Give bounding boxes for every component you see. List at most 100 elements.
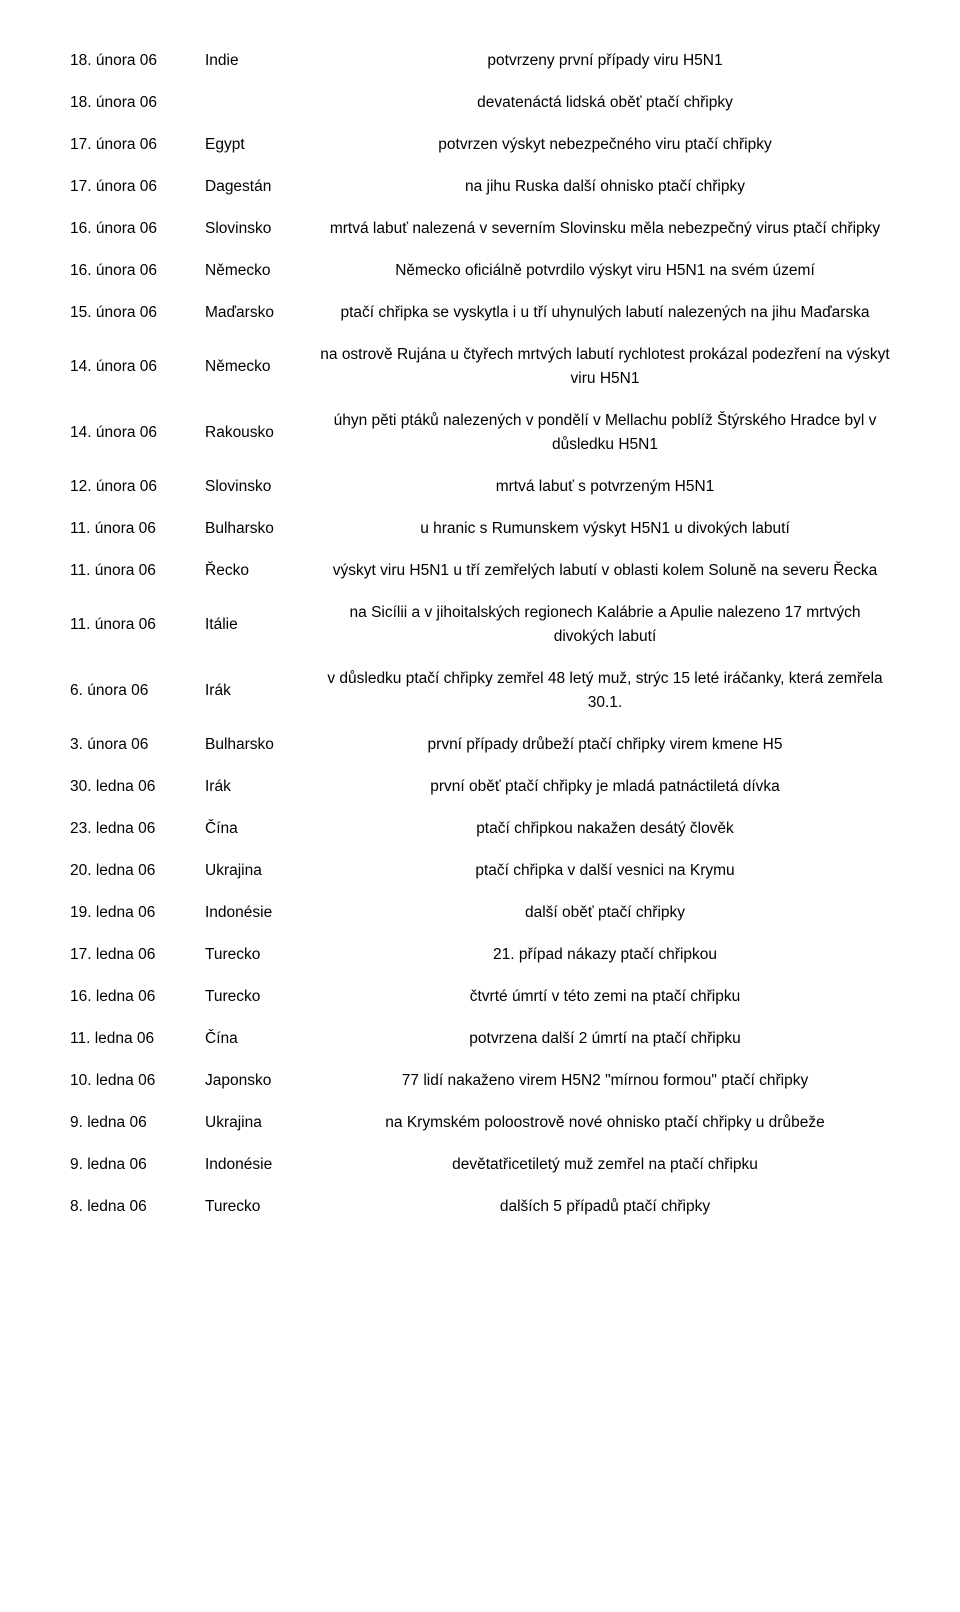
description-cell: na ostrově Rujána u čtyřech mrtvých labu… (320, 334, 890, 400)
country-cell: Slovinsko (205, 208, 320, 250)
description-cell: dalších 5 případů ptačí chřipky (320, 1186, 890, 1228)
table-row: 14. února 06Rakouskoúhyn pěti ptáků nale… (70, 400, 890, 466)
date-cell: 10. ledna 06 (70, 1060, 205, 1102)
country-cell: Řecko (205, 550, 320, 592)
description-cell: ptačí chřipka v další vesnici na Krymu (320, 850, 890, 892)
country-cell: Indonésie (205, 1144, 320, 1186)
table-row: 12. února 06Slovinskomrtvá labuť s potvr… (70, 466, 890, 508)
date-cell: 11. února 06 (70, 508, 205, 550)
country-cell: Německo (205, 334, 320, 400)
description-cell: mrtvá labuť nalezená v severním Slovinsk… (320, 208, 890, 250)
date-cell: 18. února 06 (70, 40, 205, 82)
country-cell: Rakousko (205, 400, 320, 466)
date-cell: 30. ledna 06 (70, 766, 205, 808)
table-row: 9. ledna 06Ukrajinana Krymském poloostro… (70, 1102, 890, 1144)
date-cell: 9. ledna 06 (70, 1144, 205, 1186)
date-cell: 16. ledna 06 (70, 976, 205, 1018)
table-row: 6. února 06Irákv důsledku ptačí chřipky … (70, 658, 890, 724)
date-cell: 11. února 06 (70, 550, 205, 592)
table-row: 16. února 06Slovinskomrtvá labuť nalezen… (70, 208, 890, 250)
country-cell: Turecko (205, 976, 320, 1018)
date-cell: 6. února 06 (70, 658, 205, 724)
table-row: 30. ledna 06Irákprvní oběť ptačí chřipky… (70, 766, 890, 808)
country-cell: Turecko (205, 934, 320, 976)
date-cell: 11. února 06 (70, 592, 205, 658)
country-cell: Japonsko (205, 1060, 320, 1102)
description-cell: Německo oficiálně potvrdilo výskyt viru … (320, 250, 890, 292)
date-cell: 15. února 06 (70, 292, 205, 334)
table-row: 11. února 06Bulharskou hranic s Rumunske… (70, 508, 890, 550)
date-cell: 18. února 06 (70, 82, 205, 124)
description-cell: ptačí chřipkou nakažen desátý člověk (320, 808, 890, 850)
table-row: 10. ledna 06Japonsko77 lidí nakaženo vir… (70, 1060, 890, 1102)
country-cell: Čína (205, 1018, 320, 1060)
country-cell: Bulharsko (205, 508, 320, 550)
country-cell: Ukrajina (205, 1102, 320, 1144)
description-cell: další oběť ptačí chřipky (320, 892, 890, 934)
table-row: 17. února 06Egyptpotvrzen výskyt nebezpe… (70, 124, 890, 166)
description-cell: úhyn pěti ptáků nalezených v pondělí v M… (320, 400, 890, 466)
description-cell: devatenáctá lidská oběť ptačí chřipky (320, 82, 890, 124)
country-cell: Irák (205, 658, 320, 724)
description-cell: u hranic s Rumunskem výskyt H5N1 u divok… (320, 508, 890, 550)
table-row: 16. února 06NěmeckoNěmecko oficiálně pot… (70, 250, 890, 292)
date-cell: 20. ledna 06 (70, 850, 205, 892)
description-cell: 77 lidí nakaženo virem H5N2 "mírnou form… (320, 1060, 890, 1102)
table-row: 8. ledna 06Tureckodalších 5 případů ptač… (70, 1186, 890, 1228)
country-cell (205, 82, 320, 124)
country-cell: Čína (205, 808, 320, 850)
date-cell: 19. ledna 06 (70, 892, 205, 934)
date-cell: 23. ledna 06 (70, 808, 205, 850)
country-cell: Itálie (205, 592, 320, 658)
date-cell: 17. února 06 (70, 124, 205, 166)
description-cell: první oběť ptačí chřipky je mladá patnác… (320, 766, 890, 808)
description-cell: potvrzen výskyt nebezpečného viru ptačí … (320, 124, 890, 166)
description-cell: mrtvá labuť s potvrzeným H5N1 (320, 466, 890, 508)
date-cell: 8. ledna 06 (70, 1186, 205, 1228)
table-row: 11. února 06Řeckovýskyt viru H5N1 u tří … (70, 550, 890, 592)
date-cell: 14. února 06 (70, 400, 205, 466)
date-cell: 9. ledna 06 (70, 1102, 205, 1144)
date-cell: 14. února 06 (70, 334, 205, 400)
date-cell: 17. ledna 06 (70, 934, 205, 976)
description-cell: potvrzena další 2 úmrtí na ptačí chřipku (320, 1018, 890, 1060)
date-cell: 12. února 06 (70, 466, 205, 508)
description-cell: na Sicílii a v jihoitalských regionech K… (320, 592, 890, 658)
table-row: 9. ledna 06Indonésiedevětatřicetiletý mu… (70, 1144, 890, 1186)
date-cell: 11. ledna 06 (70, 1018, 205, 1060)
description-cell: devětatřicetiletý muž zemřel na ptačí ch… (320, 1144, 890, 1186)
date-cell: 16. února 06 (70, 208, 205, 250)
description-cell: výskyt viru H5N1 u tří zemřelých labutí … (320, 550, 890, 592)
country-cell: Bulharsko (205, 724, 320, 766)
country-cell: Egypt (205, 124, 320, 166)
country-cell: Slovinsko (205, 466, 320, 508)
table-row: 17. ledna 06Turecko21. případ nákazy pta… (70, 934, 890, 976)
table-row: 11. ledna 06Čínapotvrzena další 2 úmrtí … (70, 1018, 890, 1060)
table-row: 18. února 06 devatenáctá lidská oběť ptač… (70, 82, 890, 124)
country-cell: Indonésie (205, 892, 320, 934)
events-table: 18. února 06Indiepotvrzeny první případy… (70, 40, 890, 1228)
table-row: 3. února 06Bulharskoprvní případy drůbež… (70, 724, 890, 766)
table-row: 11. února 06Itáliena Sicílii a v jihoita… (70, 592, 890, 658)
country-cell: Ukrajina (205, 850, 320, 892)
table-row: 20. ledna 06Ukrajinaptačí chřipka v dalš… (70, 850, 890, 892)
date-cell: 17. února 06 (70, 166, 205, 208)
description-cell: na Krymském poloostrově nové ohnisko pta… (320, 1102, 890, 1144)
description-cell: na jihu Ruska další ohnisko ptačí chřipk… (320, 166, 890, 208)
table-row: 14. února 06Německona ostrově Rujána u č… (70, 334, 890, 400)
description-cell: 21. případ nákazy ptačí chřipkou (320, 934, 890, 976)
description-cell: čtvrté úmrtí v této zemi na ptačí chřipk… (320, 976, 890, 1018)
table-row: 18. února 06Indiepotvrzeny první případy… (70, 40, 890, 82)
country-cell: Německo (205, 250, 320, 292)
country-cell: Irák (205, 766, 320, 808)
country-cell: Turecko (205, 1186, 320, 1228)
date-cell: 3. února 06 (70, 724, 205, 766)
description-cell: v důsledku ptačí chřipky zemřel 48 letý … (320, 658, 890, 724)
table-row: 17. února 06Dagestánna jihu Ruska další … (70, 166, 890, 208)
country-cell: Dagestán (205, 166, 320, 208)
description-cell: první případy drůbeží ptačí chřipky vire… (320, 724, 890, 766)
description-cell: potvrzeny první případy viru H5N1 (320, 40, 890, 82)
description-cell: ptačí chřipka se vyskytla i u tří uhynul… (320, 292, 890, 334)
country-cell: Indie (205, 40, 320, 82)
table-row: 19. ledna 06Indonésiedalší oběť ptačí ch… (70, 892, 890, 934)
